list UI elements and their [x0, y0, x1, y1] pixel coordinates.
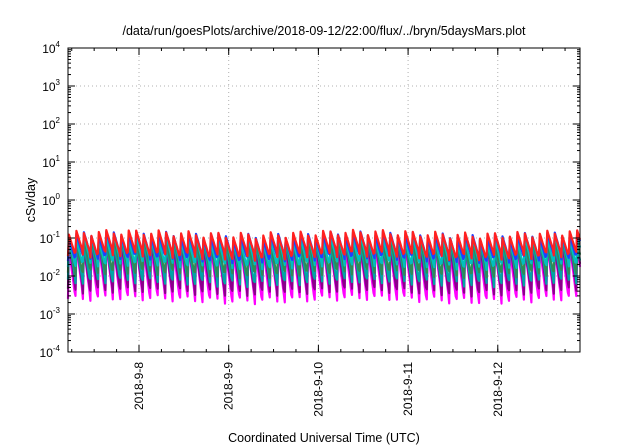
- y-axis-label: cSv/day: [24, 177, 38, 222]
- y-tick-label: 101: [42, 154, 60, 170]
- y-tick-label: 10-1: [40, 230, 61, 246]
- series-line: [66, 228, 582, 262]
- y-tick-labels: 10-4 10-3 10-2 10-1 100 101 102 103 104: [40, 40, 61, 360]
- grid: [68, 48, 580, 352]
- y-tick-label: 102: [42, 116, 60, 132]
- series-layer: [66, 228, 582, 306]
- y-tick-label: 104: [42, 40, 60, 56]
- chart-title: /data/run/goesPlots/archive/2018-09-12/2…: [122, 24, 526, 38]
- x-axis-label: Coordinated Universal Time (UTC): [228, 431, 420, 445]
- x-tick-label: 2018-9-9: [222, 362, 236, 410]
- tick-marks: [68, 47, 580, 353]
- x-tick-label: 2018-9-11: [401, 362, 415, 416]
- y-tick-label: 103: [42, 78, 60, 94]
- y-tick-label: 10-4: [40, 344, 61, 360]
- x-tick-labels: 2018-9-8 2018-9-9 2018-9-10 2018-9-11 2018-9…: [132, 362, 505, 417]
- x-tick-label: 2018-9-12: [491, 362, 505, 417]
- y-tick-label: 10-2: [40, 268, 61, 284]
- y-tick-label: 10-3: [40, 306, 61, 322]
- y-tick-label: 100: [42, 192, 60, 208]
- x-tick-label: 2018-9-8: [132, 362, 146, 410]
- x-tick-label: 2018-9-10: [311, 362, 325, 417]
